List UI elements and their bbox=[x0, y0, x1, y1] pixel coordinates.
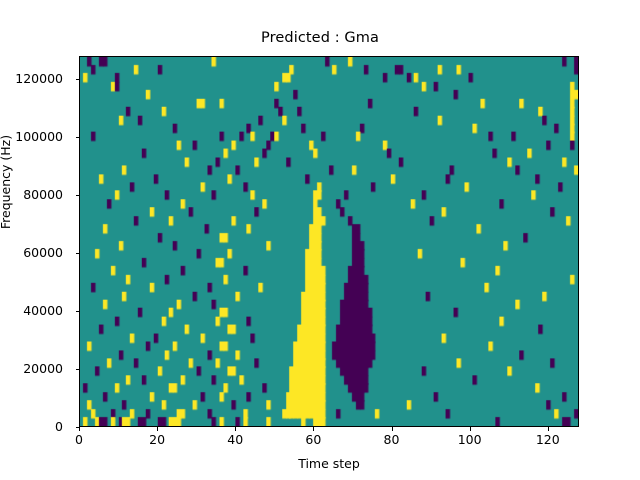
y-axis-label: Frequency (Hz) bbox=[0, 92, 13, 272]
x-tick-label: 0 bbox=[75, 432, 83, 447]
y-tick-mark bbox=[75, 311, 80, 313]
y-tick-mark bbox=[75, 369, 80, 371]
x-tick-label: 120 bbox=[535, 432, 560, 447]
x-tick-mark bbox=[391, 427, 393, 431]
x-tick-mark bbox=[469, 427, 471, 431]
x-axis-label: Time step bbox=[298, 456, 360, 471]
page-title: Predicted : Gma bbox=[261, 30, 379, 46]
y-tick-label: 60000 bbox=[23, 245, 63, 261]
x-tick-mark bbox=[79, 427, 81, 431]
y-tick-label: 20000 bbox=[23, 361, 63, 377]
x-tick-label: 100 bbox=[457, 432, 482, 447]
x-tick-mark bbox=[547, 427, 549, 431]
x-tick-mark bbox=[157, 427, 159, 431]
y-tick-label: 40000 bbox=[23, 303, 63, 319]
heatmap-axes bbox=[79, 56, 579, 427]
y-tick-label: 0 bbox=[55, 419, 63, 434]
y-axis-label-text: Frequency (Hz) bbox=[0, 134, 13, 230]
x-tick-mark bbox=[313, 427, 315, 431]
y-tick-label: 80000 bbox=[23, 187, 63, 203]
y-tick-label: 120000 bbox=[15, 71, 63, 87]
x-tick-mark bbox=[235, 427, 237, 431]
x-tick-label: 80 bbox=[383, 432, 400, 447]
y-tick-mark bbox=[75, 195, 80, 197]
x-tick-label: 40 bbox=[227, 432, 244, 447]
y-tick-mark bbox=[75, 137, 80, 139]
y-tick-mark bbox=[75, 253, 80, 255]
heatmap-image bbox=[80, 57, 578, 426]
y-tick-mark bbox=[75, 79, 80, 81]
x-tick-label: 60 bbox=[305, 432, 322, 447]
x-tick-label: 20 bbox=[149, 432, 166, 447]
y-tick-label: 100000 bbox=[15, 129, 63, 145]
y-tick-mark bbox=[75, 427, 80, 429]
